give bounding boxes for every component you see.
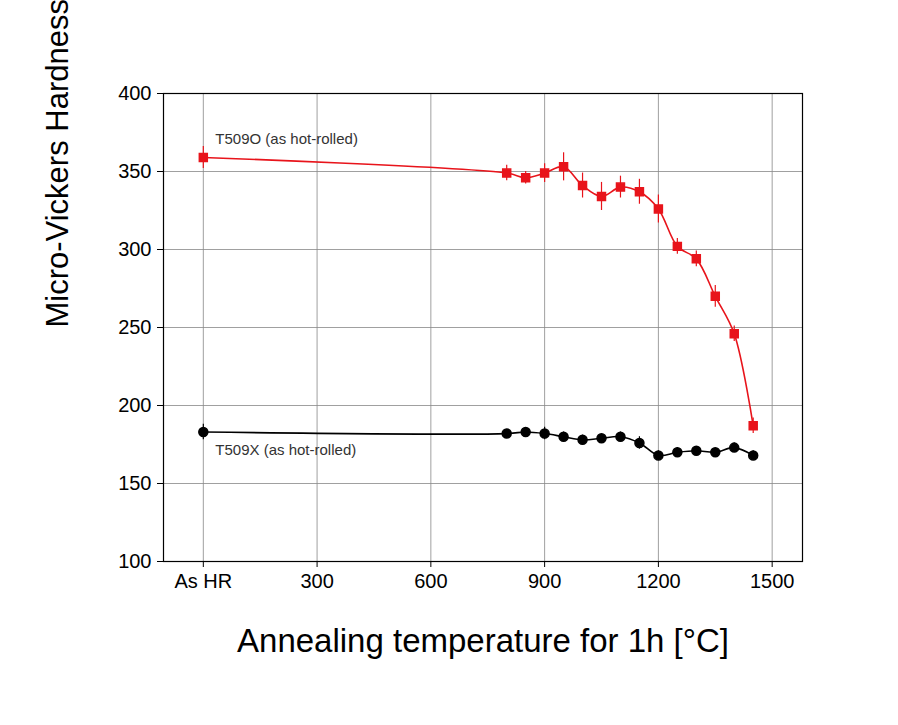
svg-text:1200: 1200 (636, 570, 681, 592)
svg-text:350: 350 (118, 160, 151, 182)
svg-text:400: 400 (118, 82, 151, 104)
svg-text:150: 150 (118, 472, 151, 494)
svg-text:T509O (as hot-rolled): T509O (as hot-rolled) (215, 130, 358, 147)
svg-text:600: 600 (414, 570, 447, 592)
svg-text:As HR: As HR (174, 570, 232, 592)
svg-text:Micro-Vickers Hardness, Hv: Micro-Vickers Hardness, Hv (40, 0, 75, 328)
svg-text:200: 200 (118, 394, 151, 416)
svg-text:T509X (as hot-rolled): T509X (as hot-rolled) (215, 441, 356, 458)
svg-text:1500: 1500 (750, 570, 795, 592)
svg-text:300: 300 (118, 238, 151, 260)
svg-text:Annealing temperature for 1h [: Annealing temperature for 1h [°C] (237, 622, 729, 659)
svg-text:250: 250 (118, 316, 151, 338)
svg-text:100: 100 (118, 550, 151, 572)
svg-text:900: 900 (528, 570, 561, 592)
svg-text:300: 300 (300, 570, 333, 592)
